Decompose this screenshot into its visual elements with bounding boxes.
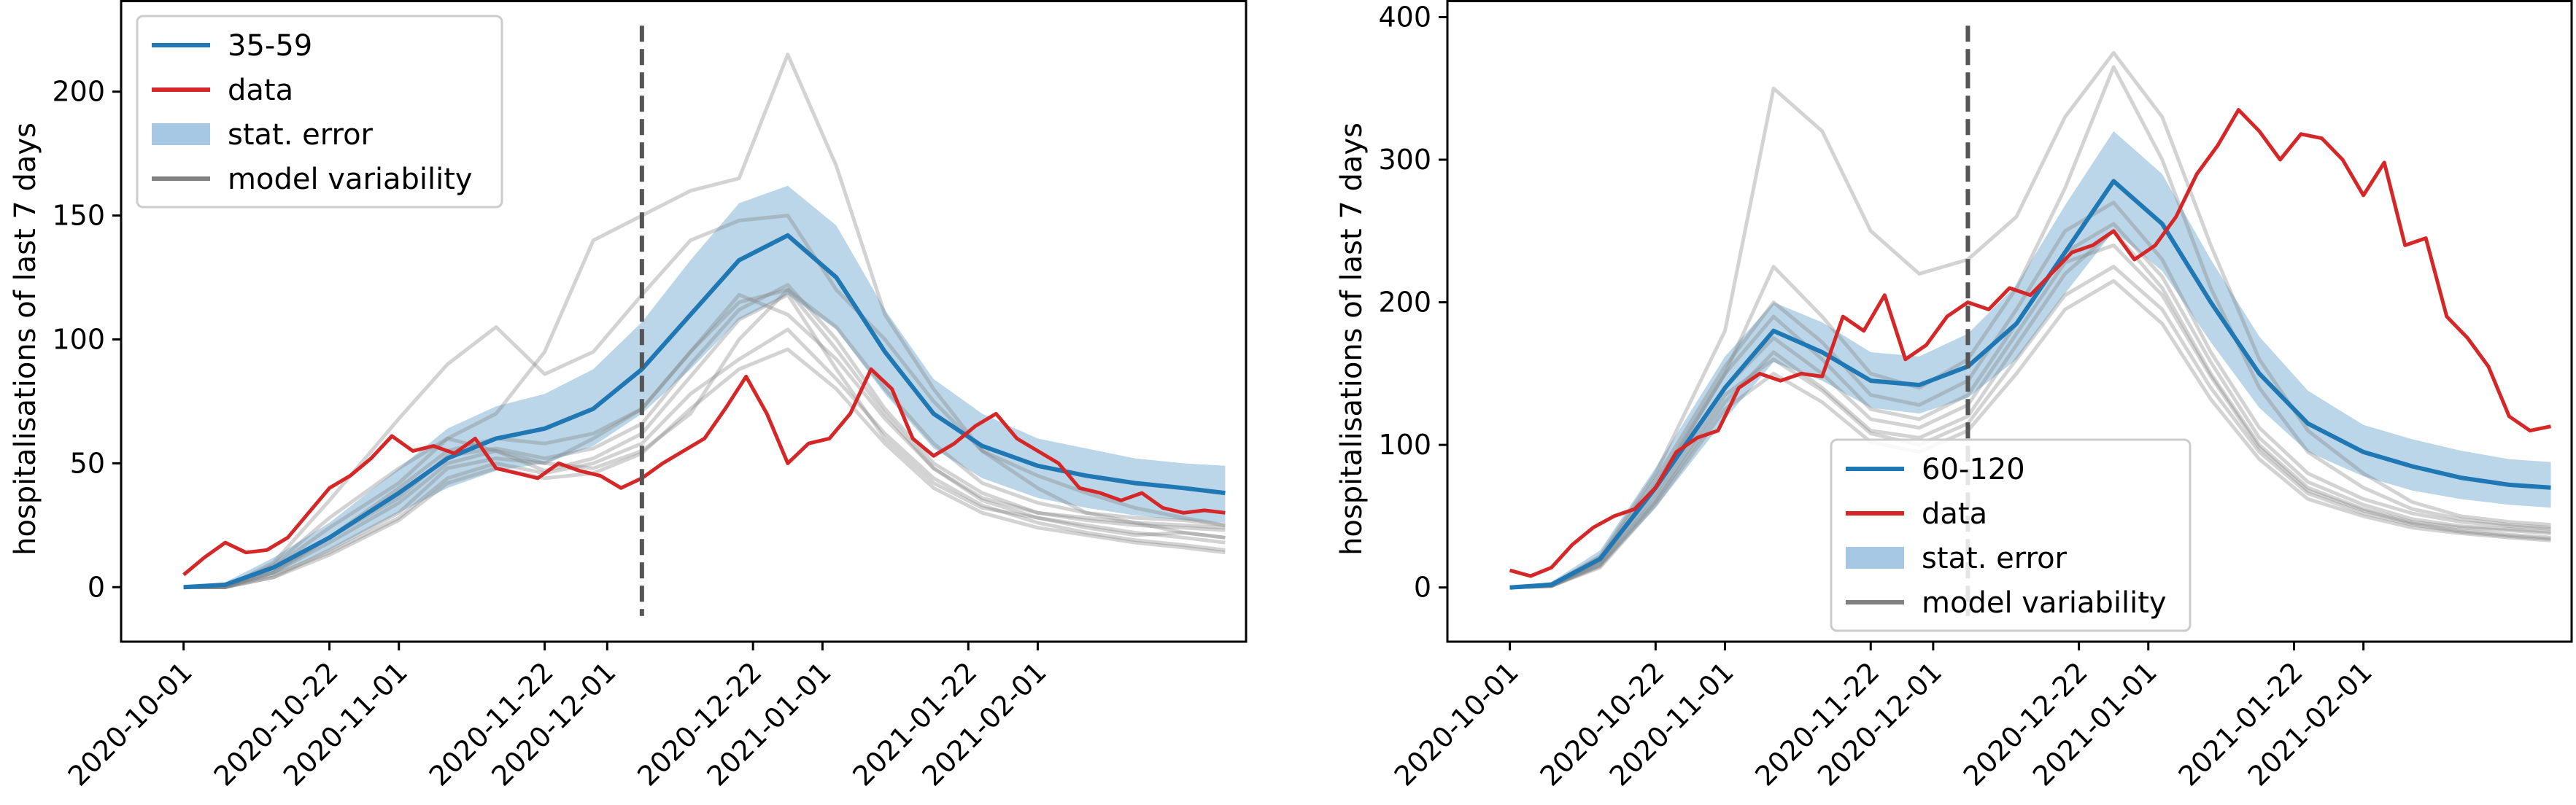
legend-label-3: model variability (1922, 586, 2167, 620)
plot-area (182, 52, 1226, 590)
model-variability-line-0 (183, 288, 1226, 589)
legend-patch-2 (152, 123, 210, 145)
legend-patch-2 (1846, 547, 1904, 569)
legend-label-1: data (228, 74, 293, 107)
model-line (183, 233, 1226, 590)
y-tick-label: 100 (1378, 429, 1431, 461)
model-variability-line-0 (1509, 50, 2551, 590)
y-axis-label: hospitalisations of last 7 days (9, 122, 42, 556)
axes-frame (120, 0, 1248, 643)
y-axis-label: hospitalisations of last 7 days (1335, 122, 1369, 556)
y-tick-label: 400 (1378, 1, 1431, 33)
model-variability-line-6 (183, 214, 1226, 589)
legend-box (1830, 438, 2192, 632)
legend-label-0: 35-59 (228, 29, 312, 63)
legend-label-0: 60-120 (1922, 453, 2025, 486)
model-variability-line-7 (1509, 279, 2551, 590)
plot-area (1509, 50, 2552, 590)
model-line (1509, 179, 2551, 590)
model-variability-line-5 (183, 292, 1226, 589)
model-variability-line-2 (183, 327, 1226, 589)
legend-label-2: stat. error (228, 118, 374, 152)
model-variability-line-1 (1509, 65, 2551, 590)
model-variability-line-1 (183, 292, 1226, 589)
legend-box (136, 15, 503, 209)
model-variability-line-5 (1509, 265, 2551, 590)
x-tick-label: 2020-10-01 (62, 656, 198, 792)
model-variability-line-4 (183, 347, 1226, 589)
y-tick-label: 50 (70, 447, 105, 479)
legend-label-1: data (1922, 497, 1987, 531)
y-tick-label: 150 (52, 200, 105, 232)
stat-error-band (183, 185, 1226, 588)
x-tick-label: 2020-10-01 (1388, 656, 1525, 792)
model-variability-line-7 (183, 52, 1226, 589)
model-variability-line-6 (1509, 201, 2551, 590)
data-line (1509, 108, 2552, 578)
legend: 60-120 data stat. error model variability (1830, 438, 2192, 632)
legend-label-2: stat. error (1922, 542, 2068, 575)
axes-frame (1446, 0, 2573, 643)
data-line (182, 367, 1226, 577)
y-tick-label: 200 (1378, 287, 1431, 319)
y-tick-label: 0 (88, 571, 105, 603)
y-tick-label: 300 (1378, 144, 1431, 176)
y-tick-label: 100 (52, 323, 105, 355)
y-tick-label: 0 (1414, 572, 1431, 604)
model-variability-line-2 (1509, 229, 2551, 590)
y-tick-label: 200 (52, 76, 105, 108)
legend: 35-59 data stat. error model variability (136, 15, 503, 209)
legend-label-3: model variability (228, 163, 473, 196)
